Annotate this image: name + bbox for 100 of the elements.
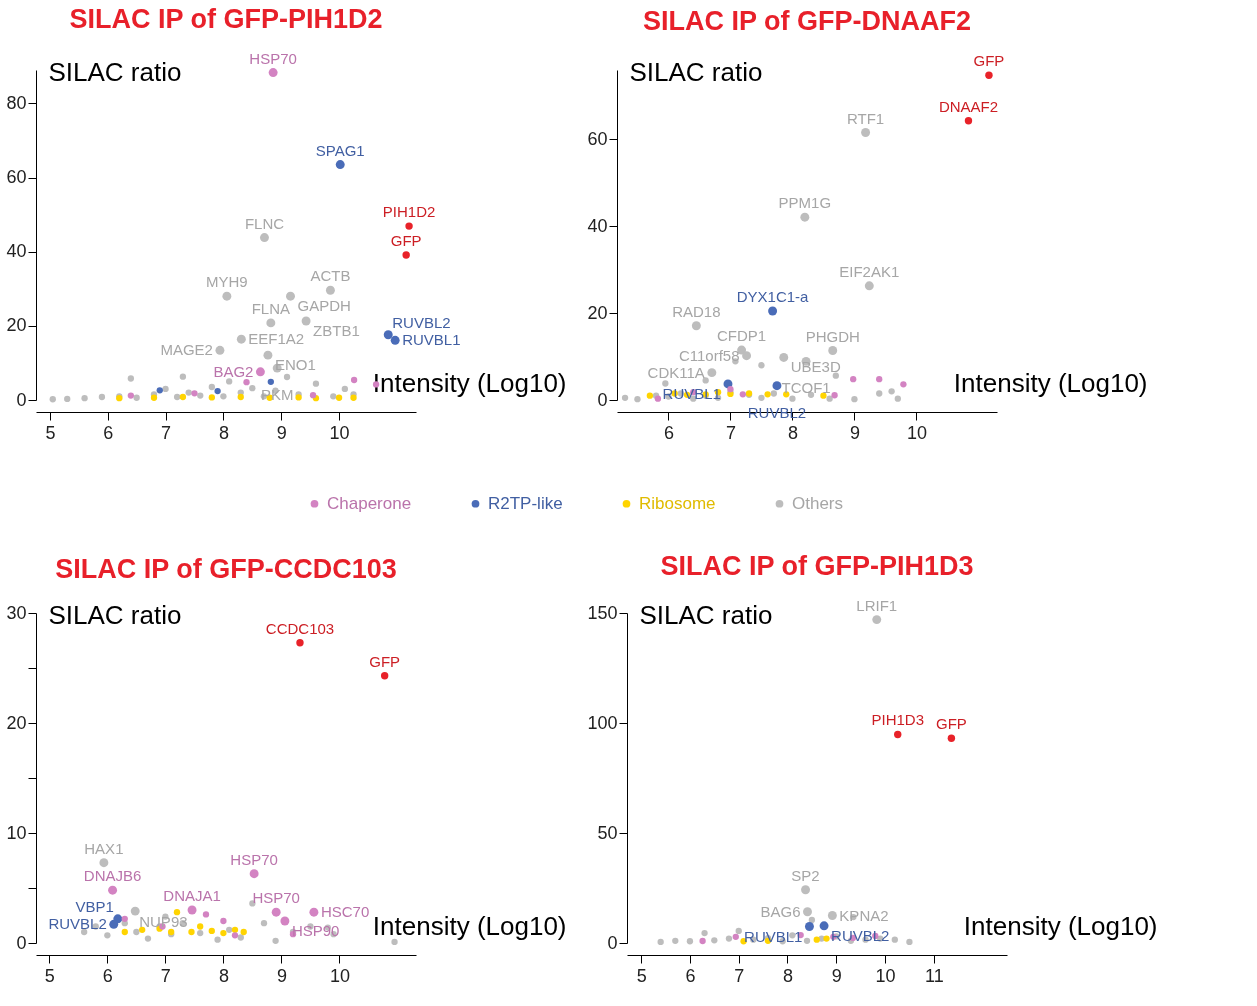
data-label: DYX1C1-a xyxy=(736,287,810,305)
data-label: SPAG1 xyxy=(315,141,365,159)
data-label: HSP70 xyxy=(252,889,300,907)
y-tick-label: 0 xyxy=(16,932,27,953)
data-label: GAPDH xyxy=(297,297,351,315)
chart-title: SILAC IP of GFP-PIH1D3 xyxy=(660,550,974,581)
data-label: C11orf58 xyxy=(678,346,740,364)
data-label: TCOF1 xyxy=(781,379,831,397)
data-label: HSP70 xyxy=(230,850,278,868)
data-label: ZBTB1 xyxy=(313,322,360,340)
data-label: EEF1A2 xyxy=(248,330,305,348)
x-tick-label: 7 xyxy=(734,965,745,986)
data-label: DNAJA1 xyxy=(163,887,221,904)
y-tick-label: 50 xyxy=(597,822,618,843)
data-label: CFDP1 xyxy=(717,327,767,345)
x-tick-label: 8 xyxy=(787,422,798,443)
data-label: HSC70 xyxy=(320,903,370,921)
data-label: RUVBL2 xyxy=(392,313,451,331)
chart-title: SILAC IP of GFP-DNAAF2 xyxy=(642,6,972,37)
y-tick-label: 20 xyxy=(6,712,27,733)
x-axis-title: Intensity (Log10) xyxy=(963,910,1158,941)
y-tick-label: 0 xyxy=(607,932,618,953)
data-label: RTF1 xyxy=(846,109,885,127)
x-tick-label: 8 xyxy=(218,422,229,443)
y-tick-label: 20 xyxy=(587,302,608,323)
data-label: MYH9 xyxy=(206,273,248,291)
data-label: RUVBL2 xyxy=(831,926,890,944)
y-axis-title: SILAC ratio xyxy=(629,56,763,87)
data-label: PPM1G xyxy=(778,194,832,212)
y-axis-title: SILAC ratio xyxy=(48,56,182,87)
y-axis-title: SILAC ratio xyxy=(639,599,773,630)
chart-title: SILAC IP of GFP-PIH1D2 xyxy=(69,3,383,34)
x-tick-label: 11 xyxy=(924,965,944,986)
data-label: ACTB xyxy=(310,267,351,285)
data-label: SP2 xyxy=(791,866,820,884)
x-tick-label: 6 xyxy=(102,965,113,986)
data-label: BAG6 xyxy=(760,902,801,920)
x-axis-title: Intensity (Log10) xyxy=(372,910,567,941)
x-tick-label: 5 xyxy=(45,422,56,443)
x-tick-label: 7 xyxy=(161,422,172,443)
data-label: RUVBL2 xyxy=(48,915,107,933)
data-label: DNAAF2 xyxy=(938,97,999,115)
y-tick-label: 0 xyxy=(16,389,27,410)
data-label: GFP xyxy=(973,52,1005,70)
data-label: ENO1 xyxy=(274,356,316,374)
data-label: FLNC xyxy=(244,214,285,232)
x-tick-label: 5 xyxy=(636,965,647,986)
data-label: MAGE2 xyxy=(160,341,213,359)
x-tick-label: 9 xyxy=(831,965,842,986)
x-axis-title: Intensity (Log10) xyxy=(372,367,567,398)
data-label: GFP xyxy=(935,715,967,733)
x-tick-label: 7 xyxy=(725,422,736,443)
y-tick-label: 60 xyxy=(587,128,608,149)
data-label: RAD18 xyxy=(672,302,721,320)
data-label: CDK11A xyxy=(647,363,705,381)
data-label: KPNA2 xyxy=(839,906,889,924)
legend-label: R2TP-like xyxy=(488,493,563,513)
x-axis-title: Intensity (Log10) xyxy=(953,367,1148,398)
y-axis-title: SILAC ratio xyxy=(48,599,182,630)
data-label: CCDC103 xyxy=(265,619,335,637)
data-label: GFP xyxy=(390,232,422,250)
x-tick-label: 6 xyxy=(685,965,696,986)
y-tick-label: 0 xyxy=(597,389,608,410)
data-label: PHGDH xyxy=(805,327,860,345)
data-label: RUVBL1 xyxy=(402,331,461,349)
x-tick-label: 8 xyxy=(782,965,793,986)
data-label: DNAJB6 xyxy=(83,867,142,885)
data-label: HSP90 xyxy=(291,922,340,939)
legend-label: Chaperone xyxy=(327,493,412,513)
legend-label: Others xyxy=(792,493,844,513)
y-tick-label: 80 xyxy=(6,92,27,113)
data-label: VBP1 xyxy=(75,897,114,915)
data-label: HAX1 xyxy=(84,839,124,857)
data-label: PIH1D2 xyxy=(382,203,436,221)
y-tick-label: 10 xyxy=(6,822,27,843)
y-tick-label: 40 xyxy=(6,241,27,262)
data-label: EIF2AK1 xyxy=(839,262,900,280)
data-label: GFP xyxy=(369,652,401,670)
x-tick-label: 10 xyxy=(906,422,927,443)
x-tick-label: 9 xyxy=(276,965,287,986)
x-tick-label: 7 xyxy=(160,965,171,986)
x-tick-label: 6 xyxy=(103,422,114,443)
y-tick-label: 150 xyxy=(587,602,618,623)
x-tick-label: 5 xyxy=(44,965,55,986)
data-label: UBE3D xyxy=(790,358,841,376)
data-label: BAG2 xyxy=(213,362,254,380)
data-label: PIH1D3 xyxy=(871,711,924,729)
x-tick-label: 9 xyxy=(276,422,287,443)
y-tick-label: 40 xyxy=(587,215,608,236)
x-tick-label: 9 xyxy=(849,422,860,443)
x-tick-label: 10 xyxy=(329,965,350,986)
y-tick-label: 100 xyxy=(587,712,618,733)
x-tick-label: 6 xyxy=(663,422,674,443)
chart-title: SILAC IP of GFP-CCDC103 xyxy=(55,554,397,584)
legend-label: Ribosome xyxy=(639,493,716,513)
x-tick-label: 8 xyxy=(218,965,229,986)
y-tick-label: 60 xyxy=(6,167,27,188)
data-label: HSP70 xyxy=(249,49,297,67)
x-tick-label: 10 xyxy=(875,965,896,986)
x-tick-label: 10 xyxy=(329,422,350,443)
